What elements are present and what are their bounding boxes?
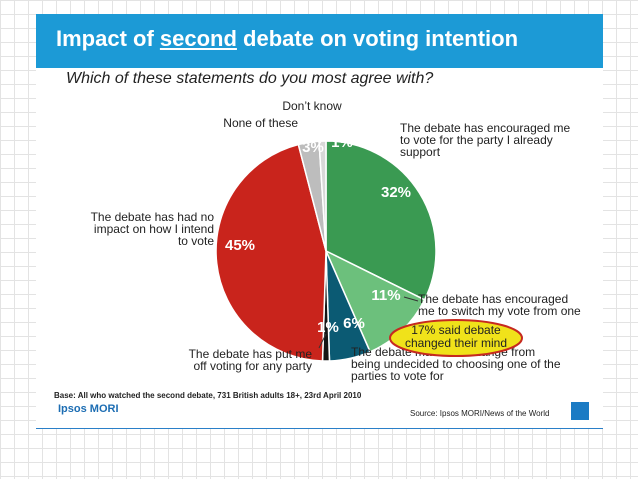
callout-ellipse	[389, 319, 523, 357]
leader-line	[403, 296, 419, 302]
slide-title: Impact of second debate on voting intent…	[56, 26, 601, 52]
source-note: Source: Ipsos MORI/News of the World	[410, 409, 550, 418]
slice-value-label: 45%	[225, 237, 255, 254]
callout-text: 17% said debate changed their mind	[405, 323, 507, 350]
slice-value-label: 3%	[302, 139, 324, 156]
title-emphasis: second	[159, 26, 237, 51]
slice-category-label: The debate has had no impact on how I int…	[91, 210, 215, 248]
pie-slice	[215, 143, 327, 362]
slice-value-label: 6%	[343, 315, 365, 332]
title-prefix: Impact of	[56, 26, 160, 51]
ipsos-mori-logo: Ipsos MORI	[58, 403, 119, 415]
slice-category-label: None of these	[223, 116, 298, 130]
slice-category-label: The debate has encouraged me to switch my…	[418, 292, 581, 318]
slice-value-label: 1%	[331, 134, 353, 151]
question-text: Which of these statements do you most ag…	[66, 70, 434, 87]
slice-category-label: The debate has put me off voting for any …	[189, 347, 313, 373]
bottom-divider	[36, 428, 603, 429]
pie-slice	[318, 140, 327, 252]
slice-category-label: Don’t know	[282, 99, 342, 113]
base-note: Base: All who watched the second debate,…	[54, 391, 362, 400]
title-bar: Impact of second debate on voting intent…	[36, 14, 603, 68]
slice-value-label: 1%	[317, 319, 339, 336]
ipsos-logo-icon	[571, 402, 589, 420]
slide: Impact of second debate on voting intent…	[36, 14, 603, 429]
title-suffix: debate on voting intention	[236, 26, 519, 51]
leader-line	[318, 333, 327, 349]
slice-category-label: The debate has encouraged me to vote for …	[400, 121, 570, 159]
slice-value-label: 11%	[371, 287, 400, 304]
pie-slice	[325, 140, 437, 301]
pie-chart: 32% The debate has encouraged me to vote f…	[91, 99, 581, 383]
slice-value-label: 32%	[381, 184, 411, 201]
